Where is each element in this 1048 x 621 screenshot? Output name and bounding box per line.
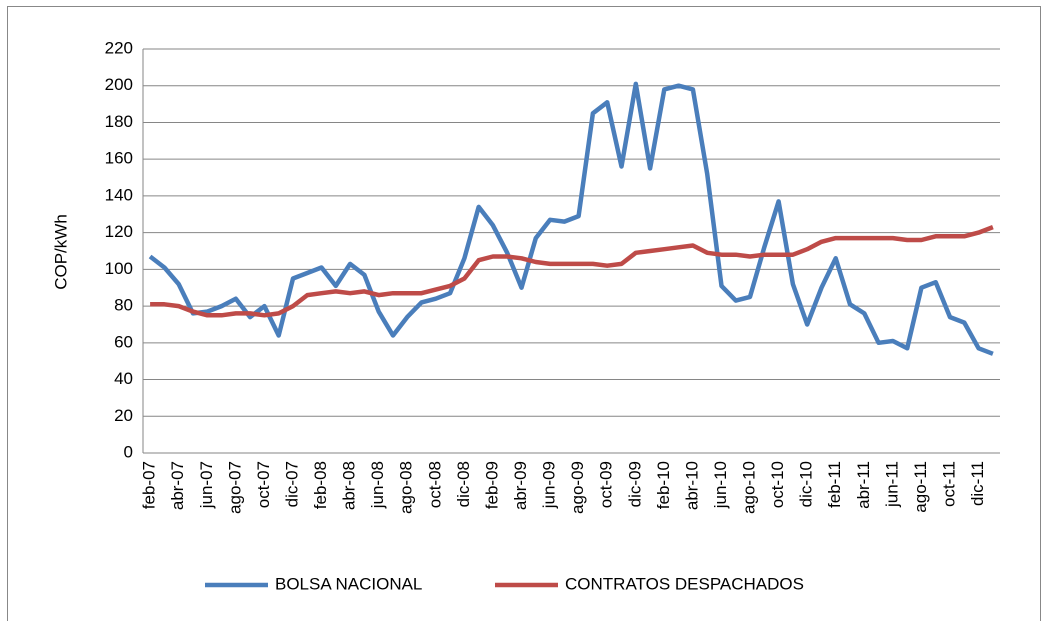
y-tick-label: 60 [114, 332, 133, 351]
x-tick-label: jun-07 [197, 461, 216, 509]
y-tick-label: 0 [124, 442, 133, 461]
y-tick-label: 220 [105, 38, 133, 57]
x-tick-label: feb-09 [482, 461, 501, 509]
x-tick-label: abr-09 [511, 461, 530, 510]
y-axis-title: COP/kWh [51, 214, 70, 290]
x-tick-label: ago-09 [568, 461, 587, 514]
y-tick-label: 160 [105, 149, 133, 168]
x-tick-label: jun-09 [540, 461, 559, 509]
x-tick-label: dic-08 [454, 461, 473, 507]
y-tick-label: 20 [114, 406, 133, 425]
x-tick-label: jun-08 [368, 461, 387, 509]
x-tick-label: dic-11 [968, 461, 987, 506]
y-tick-label: 140 [105, 185, 133, 204]
x-tick-label: abr-08 [340, 461, 359, 510]
y-tick-label: 80 [114, 296, 133, 315]
x-tick-label: ago-07 [225, 461, 244, 514]
x-tick-label: oct-09 [597, 461, 616, 508]
y-tick-label: 100 [105, 259, 133, 278]
y-tick-label: 40 [114, 369, 133, 388]
data-line [150, 224, 994, 318]
legend-label: CONTRATOS DESPACHADOS [565, 574, 804, 593]
y-tick-label: 120 [105, 222, 133, 241]
x-tick-label: oct-08 [425, 461, 444, 508]
x-tick-label: ago-10 [740, 461, 759, 514]
x-tick-label: jun-11 [882, 461, 901, 508]
x-tick-label: abr-10 [682, 461, 701, 510]
y-tick-label: 200 [105, 75, 133, 94]
x-tick-label: abr-11 [854, 461, 873, 509]
x-tick-label: feb-07 [140, 461, 159, 509]
y-tick-label: 180 [105, 112, 133, 131]
x-tick-label: ago-11 [911, 461, 930, 513]
x-tick-label: oct-10 [768, 461, 787, 508]
x-tick-label: jun-10 [711, 461, 730, 509]
x-tick-label: oct-11 [939, 461, 958, 507]
x-tick-label: abr-07 [168, 461, 187, 510]
x-tick-label: feb-11 [825, 461, 844, 508]
x-tick-label: ago-08 [397, 461, 416, 514]
x-tick-label: dic-10 [797, 461, 816, 507]
legend-label: BOLSA NACIONAL [275, 574, 422, 593]
x-tick-label: dic-07 [282, 461, 301, 507]
x-tick-label: oct-07 [254, 461, 273, 508]
chart-frame [7, 6, 1041, 621]
x-tick-label: feb-10 [654, 461, 673, 509]
data-line [148, 81, 994, 356]
x-tick-label: feb-08 [311, 461, 330, 509]
x-tick-label: dic-09 [625, 461, 644, 507]
